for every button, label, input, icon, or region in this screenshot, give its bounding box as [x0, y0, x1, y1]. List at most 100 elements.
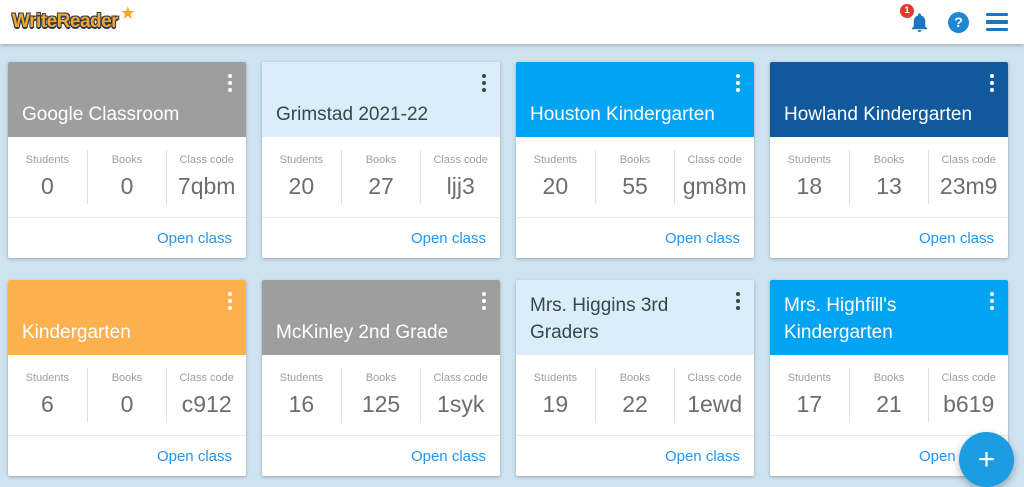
books-label: Books	[365, 372, 397, 384]
class-code-value: 1ewd	[687, 391, 743, 417]
class-card-higgins: Mrs. Higgins 3rd Graders Students 19 Boo…	[516, 280, 754, 476]
books-count: 22	[622, 391, 648, 417]
help-button[interactable]: ?	[948, 11, 969, 33]
class-card-kindergarten: Kindergarten Students 6 Books 0 Class co…	[8, 280, 246, 476]
open-class-link[interactable]: Open class	[410, 447, 486, 465]
books-label: Books	[365, 154, 397, 166]
card-menu-button[interactable]	[224, 70, 236, 96]
class-code-label: Class code	[179, 372, 234, 384]
class-stats: Students 20 Books 27 Class code ljj3	[262, 137, 500, 217]
card-menu-button[interactable]	[478, 70, 490, 96]
divider	[340, 368, 342, 422]
class-code-label: Class code	[941, 372, 996, 384]
class-card-google-classroom: Google Classroom Students 0 Books 0 Clas…	[8, 62, 246, 258]
card-header: Kindergarten	[8, 280, 246, 355]
class-card-highfill: Mrs. Highfill's Kindergarten Students 17…	[770, 280, 1008, 476]
card-menu-button[interactable]	[732, 288, 744, 314]
divider	[340, 150, 342, 204]
card-menu-button[interactable]	[986, 288, 998, 314]
writereader-logo[interactable]: WriteReader ★	[12, 5, 135, 33]
vertical-dots-icon	[482, 74, 486, 78]
students-count: 18	[796, 173, 823, 199]
students-count: 20	[542, 173, 569, 199]
students-count: 0	[40, 173, 54, 199]
card-header: Houston Kindergarten	[516, 62, 754, 137]
card-footer: Open class	[262, 217, 500, 258]
students-count: 6	[40, 391, 54, 417]
card-menu-button[interactable]	[224, 288, 236, 314]
class-card-grimstad: Grimstad 2021-22 Students 20 Books 27 Cl…	[262, 62, 500, 258]
class-title: Howland Kindergarten	[784, 104, 973, 125]
class-code-label: Class code	[941, 154, 996, 166]
card-menu-button[interactable]	[986, 70, 998, 96]
vertical-dots-icon	[990, 292, 994, 296]
class-code-value: b619	[943, 391, 995, 417]
card-menu-button[interactable]	[478, 288, 490, 314]
divider	[166, 150, 168, 204]
star-icon: ★	[121, 5, 135, 22]
class-code-value: gm8m	[682, 173, 747, 199]
class-card-howland-kindergarten: Howland Kindergarten Students 18 Books 1…	[770, 62, 1008, 258]
books-label: Books	[619, 372, 651, 384]
books-count: 0	[120, 391, 134, 417]
class-stats: Students 20 Books 55 Class code gm8m	[516, 137, 754, 217]
card-header: Howland Kindergarten	[770, 62, 1008, 137]
menu-button[interactable]	[986, 11, 1008, 34]
divider	[928, 150, 930, 204]
notifications-button[interactable]: 1	[900, 3, 931, 34]
vertical-dots-icon	[228, 292, 232, 296]
open-class-link[interactable]: Open class	[664, 229, 740, 247]
books-count: 125	[361, 391, 401, 417]
books-count: 55	[622, 173, 648, 199]
class-title: Grimstad 2021-22	[276, 104, 429, 125]
books-label: Books	[873, 154, 905, 166]
class-card-mckinley: McKinley 2nd Grade Students 16 Books 125…	[262, 280, 500, 476]
card-header: Mrs. Higgins 3rd Graders	[516, 280, 754, 355]
class-title: Mrs. Higgins 3rd Graders	[530, 295, 669, 343]
card-footer: Open class	[770, 217, 1008, 258]
open-class-link[interactable]: Open class	[918, 229, 994, 247]
class-code-label: Class code	[179, 154, 234, 166]
class-card-houston-kindergarten: Houston Kindergarten Students 20 Books 5…	[516, 62, 754, 258]
class-stats: Students 19 Books 22 Class code 1ewd	[516, 355, 754, 435]
vertical-dots-icon	[736, 292, 740, 296]
students-label: Students	[25, 154, 70, 166]
open-class-link[interactable]: Open class	[156, 447, 232, 465]
class-grid: Google Classroom Students 0 Books 0 Clas…	[0, 44, 1024, 476]
students-label: Students	[787, 372, 832, 384]
open-class-link[interactable]: Open class	[156, 229, 232, 247]
books-label: Books	[111, 372, 143, 384]
class-stats: Students 6 Books 0 Class code c912	[8, 355, 246, 435]
bell-icon	[911, 12, 928, 32]
card-footer: Open class	[262, 435, 500, 476]
topbar: WriteReader ★ 1 ?	[0, 0, 1024, 44]
add-class-fab[interactable]: +	[959, 432, 1014, 487]
logo-text: WriteReader	[12, 11, 119, 32]
card-footer: Open class	[8, 217, 246, 258]
students-label: Students	[533, 372, 578, 384]
students-label: Students	[279, 372, 324, 384]
divider	[674, 368, 676, 422]
divider	[594, 150, 596, 204]
divider	[420, 368, 422, 422]
card-menu-button[interactable]	[732, 70, 744, 96]
divider	[928, 368, 930, 422]
class-code-value: c912	[181, 391, 232, 417]
students-label: Students	[787, 154, 832, 166]
students-count: 16	[288, 391, 315, 417]
hamburger-icon	[986, 12, 1008, 17]
topbar-icons: 1 ?	[900, 3, 1008, 34]
class-stats: Students 17 Books 21 Class code b619	[770, 355, 1008, 435]
open-class-link[interactable]: Open class	[410, 229, 486, 247]
students-label: Students	[533, 154, 578, 166]
class-title: Kindergarten	[22, 322, 131, 343]
open-class-link[interactable]: Open class	[664, 447, 740, 465]
card-header: Google Classroom	[8, 62, 246, 137]
card-header: Mrs. Highfill's Kindergarten	[770, 280, 1008, 355]
card-footer: Open class	[516, 217, 754, 258]
students-label: Students	[25, 372, 70, 384]
class-title: Mrs. Highfill's Kindergarten	[784, 295, 897, 343]
card-footer: Open class	[8, 435, 246, 476]
class-code-value: ljj3	[446, 173, 475, 199]
class-code-value: 23m9	[939, 173, 998, 199]
